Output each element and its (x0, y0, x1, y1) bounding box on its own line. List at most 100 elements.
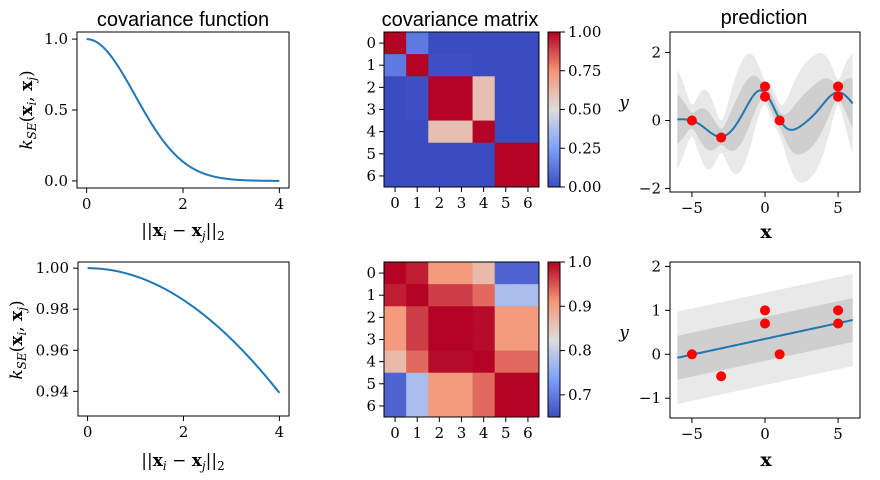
colorbar-tick-label: 0.50 (568, 101, 601, 119)
colorbar-segment (548, 316, 560, 320)
y-tick-label: 0.5 (44, 101, 68, 119)
matrix-cell (472, 262, 496, 285)
colorbar-segment (548, 378, 560, 382)
observation-point (833, 305, 844, 316)
matrix-cell (406, 262, 429, 285)
colorbar-segment (548, 150, 560, 154)
axes-frame (669, 261, 861, 419)
colorbar-segment (548, 119, 560, 123)
matrix-cell (406, 328, 429, 352)
x-tick-label: 6 (523, 424, 533, 442)
colorbar-segment (548, 313, 560, 317)
y-tick-label: 5 (366, 145, 376, 163)
colorbar-segment (548, 321, 560, 325)
colorbar-segment (548, 362, 560, 366)
colorbar-segment (548, 176, 560, 180)
colorbar-segment (548, 130, 560, 134)
matrix-cell (406, 120, 429, 144)
matrix-cell (516, 306, 540, 329)
matrix-cell (516, 350, 540, 374)
title-covariance-matrix: covariance matrix (382, 9, 539, 31)
x-tick-label: 5 (501, 424, 511, 442)
matrix-cell (384, 98, 407, 122)
colorbar-segment (548, 184, 560, 188)
matrix-cell (494, 54, 518, 77)
colorbar-segment (548, 171, 560, 175)
colorbar-segment (548, 83, 560, 87)
colorbar-segment (548, 88, 560, 92)
colorbar-segment (548, 370, 560, 374)
colorbar-segment (548, 344, 560, 348)
matrix-cell (494, 142, 518, 166)
x-tick-label: 3 (457, 194, 467, 212)
matrix-cell (384, 372, 407, 396)
colorbar-segment (548, 365, 560, 369)
matrix-cell (428, 350, 451, 374)
matrix-cell (384, 54, 407, 77)
matrix-cell (516, 120, 540, 144)
matrix-cell (450, 164, 474, 188)
colorbar-segment (548, 311, 560, 315)
y-tick-label: 0 (651, 345, 661, 363)
matrix-cell (516, 164, 540, 188)
xlabel-distance: ||xi − xj||2 (141, 221, 225, 243)
matrix-cell (406, 142, 429, 166)
matrix-cell (494, 76, 518, 99)
y-tick-label: 1.0 (44, 30, 68, 48)
y-tick-label: 1 (366, 56, 376, 74)
matrix-cell (384, 284, 407, 307)
x-tick-label: 4 (479, 424, 489, 442)
colorbar-segment (548, 137, 560, 141)
colorbar-segment (548, 293, 560, 297)
matrix-cell (384, 350, 407, 374)
x-tick-label: 2 (178, 195, 188, 213)
matrix-cell (428, 328, 451, 352)
colorbar-segment (548, 277, 560, 281)
observation-point (760, 81, 770, 92)
colorbar-segment (548, 55, 560, 59)
matrix-cell (494, 328, 518, 352)
colorbar-segment (548, 336, 560, 340)
matrix-cell (516, 98, 540, 122)
colorbar-segment (548, 383, 560, 387)
prediction-top-plot: prediction −5 0 5 −2 0 2 x y (618, 7, 861, 243)
colorbar-segment (548, 65, 560, 69)
colorbar-segment (548, 352, 560, 356)
observation-point (833, 81, 844, 92)
y-tick-label: 2 (651, 43, 661, 61)
colorbar-segment (548, 331, 560, 335)
matrix-cell (516, 262, 540, 285)
matrix-cell (450, 54, 474, 77)
matrix-cell (384, 394, 407, 418)
xlabel-distance: ||xi − xj||2 (141, 451, 225, 473)
x-tick-label: 2 (435, 424, 445, 442)
colorbar-segment (548, 163, 560, 167)
x-tick-label: 2 (179, 423, 189, 441)
colorbar-segment (548, 367, 560, 371)
y-tick-label: 4 (366, 353, 376, 371)
colorbar-segment (548, 181, 560, 185)
colorbar-segment (548, 404, 560, 408)
colorbar-segment (548, 308, 560, 312)
observation-point (686, 115, 697, 126)
matrix-cell (384, 142, 407, 166)
colorbar-segment (548, 63, 560, 67)
colorbar-segment (548, 122, 560, 126)
matrix-cell (428, 120, 451, 144)
axes-frame (77, 261, 290, 417)
matrix-cell (428, 284, 451, 307)
colorbar-tick-label: 1.00 (568, 23, 601, 41)
matrix-cell (384, 164, 407, 188)
colorbar-segment (548, 274, 560, 278)
y-tick-label: 1 (651, 301, 661, 319)
colorbar-segment (548, 86, 560, 90)
matrix-cell (494, 164, 518, 188)
y-tick-label: 2 (366, 308, 376, 326)
colorbar-tick-label: 0.75 (568, 62, 601, 80)
x-tick-label: 0 (390, 424, 400, 442)
x-tick-label: 0 (760, 425, 770, 443)
matrix-cell (472, 350, 496, 374)
x-tick-label: 1 (412, 424, 422, 442)
ylabel-y: y (618, 93, 629, 113)
colorbar-segment (548, 287, 560, 291)
